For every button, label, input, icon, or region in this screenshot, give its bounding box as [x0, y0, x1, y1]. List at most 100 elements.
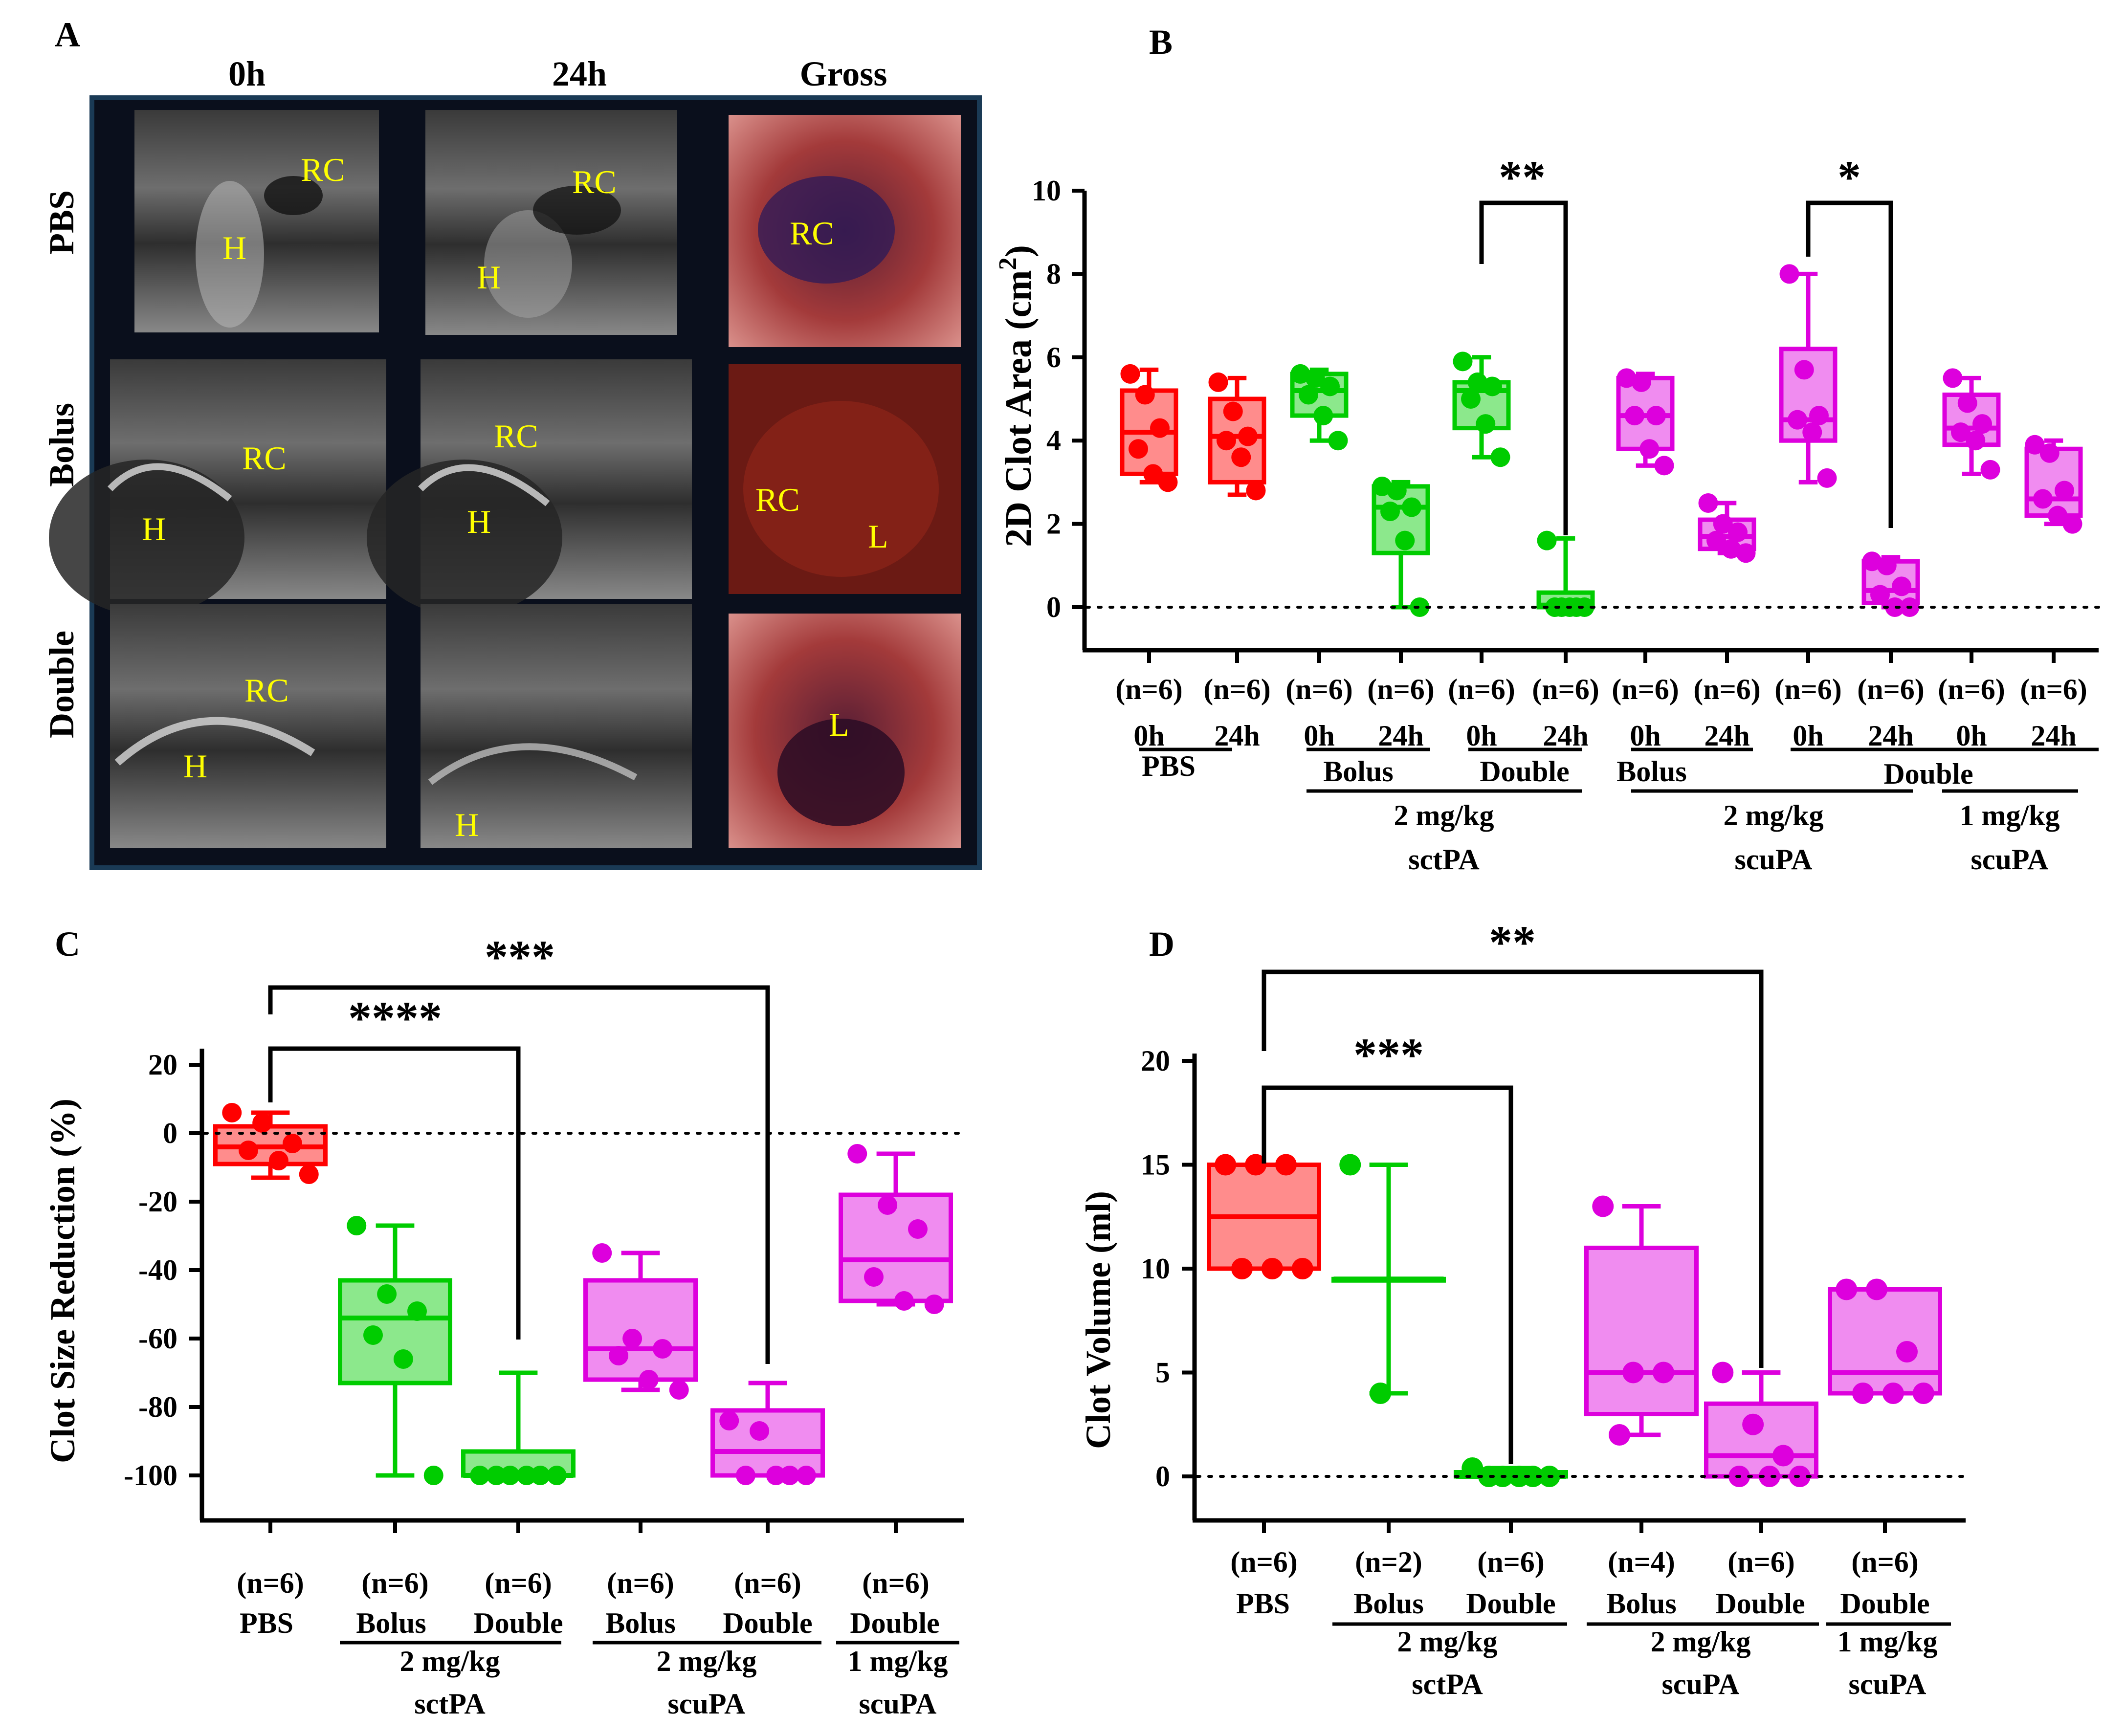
panel-b-box-8: (n=6) 0h	[1774, 264, 1842, 752]
data-point	[1713, 514, 1733, 534]
panel-b-n-label-4: (n=6)	[1448, 673, 1515, 705]
panel-c-dose-sctpa: 2 mg/kg	[399, 1645, 500, 1677]
data-point	[1951, 422, 1971, 442]
panel-d-n-label-0: (n=6)	[1230, 1546, 1298, 1578]
panel-c-ytick-label-2: -20	[138, 1186, 177, 1218]
data-point	[1862, 551, 1882, 571]
data-point	[1712, 1362, 1734, 1384]
data-point	[393, 1349, 413, 1369]
panel-d-bracket-sctpa-double	[1262, 1085, 1513, 1464]
panel-b-box-0: (n=6) 0h	[1115, 364, 1183, 752]
data-point	[423, 1466, 443, 1485]
panel-b-box-10: (n=6) 0h	[1938, 368, 2005, 752]
data-point	[1380, 502, 1400, 522]
data-point	[1758, 1466, 1780, 1487]
panel-d-n-label-1: (n=2)	[1355, 1546, 1422, 1578]
data-point	[2039, 443, 2060, 463]
data-point	[1231, 447, 1251, 467]
panel-b-time-label-5: 24h	[1543, 720, 1588, 752]
panel-c-n-label-3: (n=6)	[607, 1567, 674, 1599]
panel-b-time-label-8: 0h	[1793, 720, 1823, 752]
data-point	[1609, 1424, 1630, 1446]
panel-b-n-label-7: (n=6)	[1693, 673, 1761, 705]
panel-b-group-scupa-double: Double	[1883, 758, 1973, 790]
panel-d-ytick-label-1: 5	[1155, 1357, 1170, 1389]
panel-b-y-axis-label: 2D Clot Area (cm2)	[994, 245, 1039, 547]
data-point	[1654, 456, 1674, 476]
panel-b-box-1: (n=6) 24h	[1203, 372, 1271, 752]
data-point	[847, 1144, 867, 1164]
data-point	[1779, 264, 1799, 284]
svg-text:RC: RC	[755, 481, 800, 518]
data-point	[1461, 389, 1481, 409]
data-point	[283, 1134, 302, 1153]
panel-c-dose-scupa-1mg: 1 mg/kg	[847, 1645, 948, 1677]
data-point	[878, 1195, 898, 1215]
panel-d-group-pbs: PBS	[1236, 1587, 1290, 1620]
panel-b-dose-sctpa: 2 mg/kg	[1394, 799, 1494, 832]
data-point	[547, 1466, 567, 1485]
data-point	[268, 1151, 288, 1170]
panel-c-ytick-label-4: -60	[138, 1322, 177, 1355]
panel-b-box-9: (n=6) 24h	[1857, 551, 1925, 752]
panel-b-dose-scupa-2mg: 2 mg/kg	[1723, 799, 1823, 832]
data-point	[1574, 597, 1594, 617]
panel-a: A 0h 24h Gross PBS Bolus Double RC H RC …	[42, 15, 982, 870]
panel-d-n-label-5: (n=6)	[1851, 1546, 1919, 1578]
data-point	[1245, 1154, 1267, 1176]
panel-c-group-scupa-double: Double	[723, 1607, 812, 1639]
panel-b-time-label-10: 0h	[1956, 720, 1987, 752]
panel-b-ytick-label-0: 0	[1046, 591, 1061, 623]
panel-c-drug-scupa-2mg: scuPA	[668, 1688, 746, 1720]
panel-d-group-labels: PBS Bolus Double Bolus Double Double 2 m…	[1236, 1587, 1951, 1700]
data-point	[1238, 426, 1258, 446]
panel-b-sig-sctpa-double: **	[1499, 151, 1546, 203]
panel-b-group-sctpa-bolus: Bolus	[1323, 755, 1393, 788]
panel-c-group-scupa-bolus: Bolus	[605, 1607, 675, 1639]
panel-d-ytick-label-0: 0	[1155, 1460, 1170, 1493]
panel-d-drug-sctpa: sctPA	[1412, 1668, 1483, 1700]
data-point	[1943, 368, 1963, 388]
panel-d-group-scupa-1mg-double: Double	[1840, 1587, 1929, 1620]
data-point	[622, 1329, 642, 1348]
data-point	[1483, 376, 1502, 396]
panel-d-y-axis-label: Clot Volume (ml)	[1079, 1191, 1118, 1449]
panel-c-bracket-sctpa-double	[268, 1046, 521, 1340]
panel-b-drug-scupa-2mg: scuPA	[1735, 843, 1813, 876]
data-point	[1721, 539, 1741, 559]
panel-b-ytick-label-3: 6	[1046, 341, 1061, 374]
panel-c-group-sctpa-double: Double	[473, 1607, 563, 1639]
data-point	[1912, 1383, 1934, 1404]
data-point	[1462, 1457, 1484, 1479]
data-point	[1742, 1413, 1764, 1435]
gross-photo-bolus: RC L	[729, 364, 961, 594]
panel-c-box-3: (n=6)	[583, 1243, 698, 1599]
panel-d-box-0: (n=6)	[1207, 1154, 1321, 1578]
data-point	[1275, 1154, 1297, 1176]
svg-text:H: H	[183, 747, 207, 785]
box-iqr	[583, 1278, 698, 1382]
data-point	[1217, 431, 1236, 451]
data-point	[531, 1466, 550, 1485]
panel-d-ytick-label-2: 10	[1141, 1253, 1170, 1285]
data-point	[1476, 414, 1496, 434]
panel-b-n-label-5: (n=6)	[1532, 673, 1599, 705]
data-point	[500, 1466, 520, 1485]
data-point	[1788, 410, 1807, 430]
data-point	[377, 1284, 397, 1304]
data-point	[1328, 431, 1348, 451]
data-point	[487, 1466, 506, 1485]
data-point	[363, 1325, 383, 1345]
data-point	[653, 1339, 672, 1359]
panel-a-label: A	[55, 15, 80, 54]
data-point	[2025, 435, 2045, 455]
data-point	[736, 1466, 755, 1485]
data-point	[1852, 1383, 1874, 1404]
data-point	[1957, 393, 1977, 413]
data-point	[1370, 1383, 1392, 1404]
panel-b-bracket-scupa-double	[1806, 200, 1893, 528]
data-point	[1490, 447, 1510, 467]
svg-text:RC: RC	[242, 439, 287, 477]
panel-c-bracket-scupa-double	[268, 985, 770, 1364]
data-point	[780, 1466, 799, 1485]
